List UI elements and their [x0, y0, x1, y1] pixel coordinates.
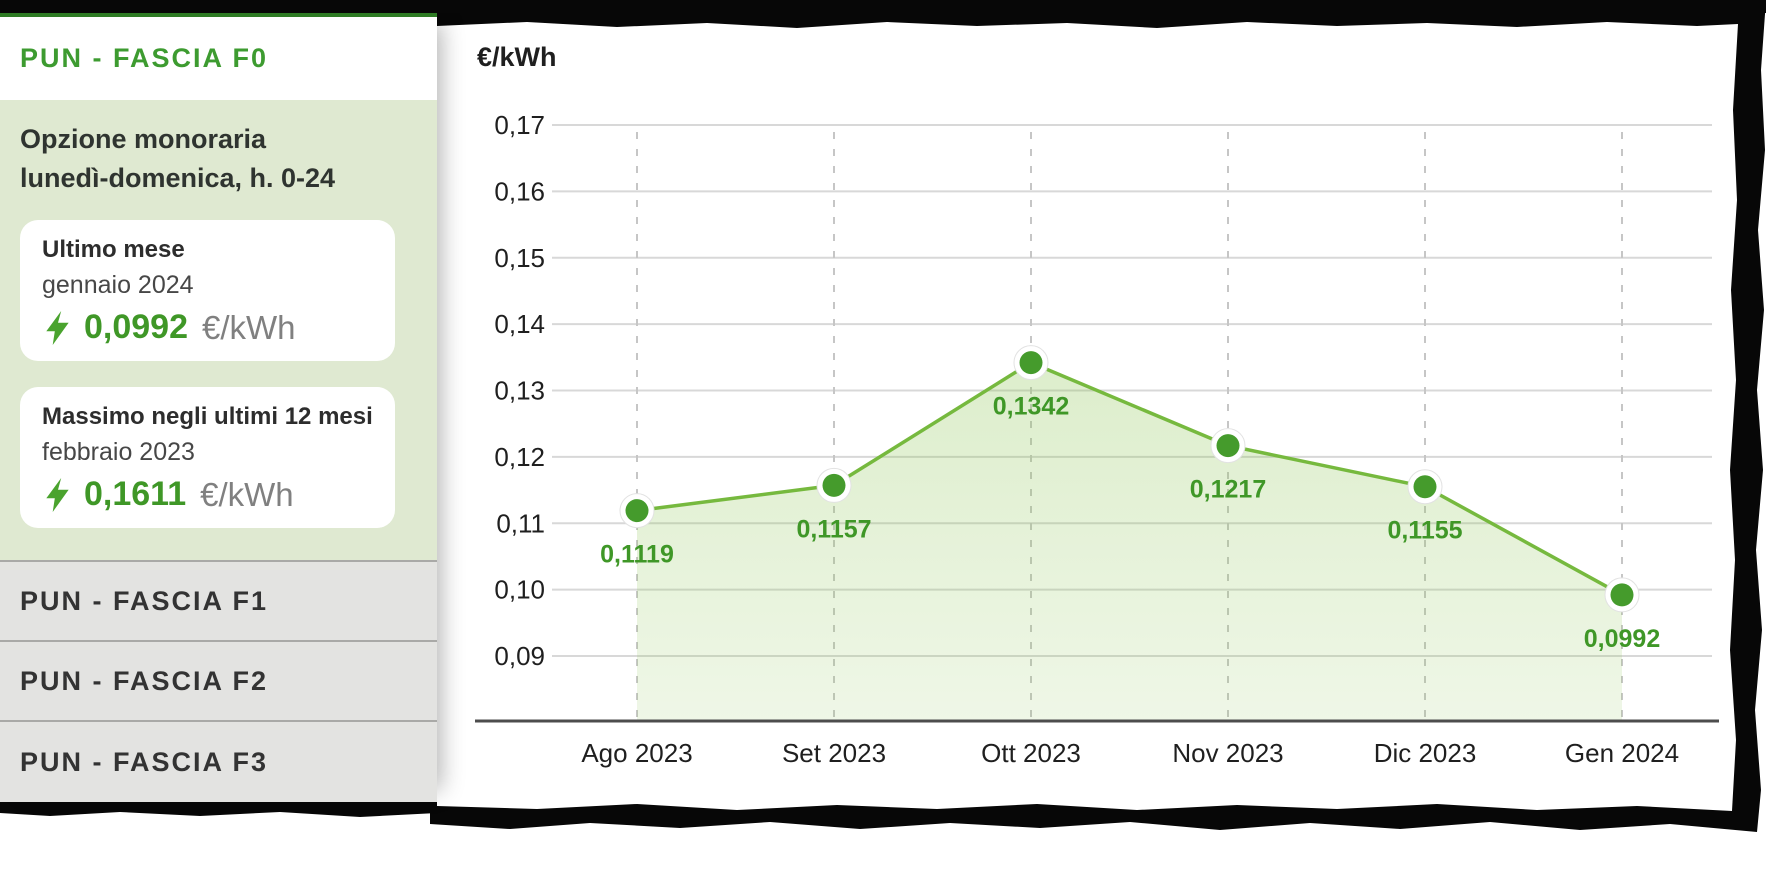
sidebar-item-label: PUN - FASCIA F1 — [20, 585, 269, 616]
option-heading: Opzione monoraria lunedì-domenica, h. 0-… — [20, 120, 417, 198]
sidebar-item-label: PUN - FASCIA F0 — [20, 43, 269, 73]
torn-border-top — [0, 0, 1766, 13]
lightning-icon — [46, 310, 69, 345]
svg-text:0,17: 0,17 — [494, 110, 545, 140]
card-title: Massimo negli ultimi 12 mesi — [42, 403, 373, 430]
sidebar-item-pun-f0[interactable]: PUN - FASCIA F0 — [0, 17, 437, 100]
sidebar: PUN - FASCIA F0 Opzione monoraria lunedì… — [0, 13, 437, 802]
lightning-icon — [46, 477, 69, 512]
torn-border-bottom — [0, 799, 437, 817]
card-title: Ultimo mese — [42, 236, 185, 263]
svg-text:0,14: 0,14 — [494, 309, 545, 339]
sidebar-item-pun-f2[interactable]: PUN - FASCIA F2 — [0, 642, 437, 722]
sidebar-collapsed-list: PUN - FASCIA F1 PUN - FASCIA F2 PUN - FA… — [0, 560, 437, 802]
svg-text:Ott 2023: Ott 2023 — [981, 738, 1081, 768]
svg-text:Ago 2023: Ago 2023 — [581, 738, 692, 768]
chart-panel: €/kWh 0,17 0,16 0,15 0,14 0,13 0,12 0,11 0,10 0,… — [437, 22, 1738, 811]
sidebar-accent-line — [0, 13, 437, 17]
sidebar-item-label: PUN - FASCIA F2 — [20, 665, 269, 696]
svg-text:0,0992: 0,0992 — [1584, 625, 1660, 653]
svg-text:Gen 2024: Gen 2024 — [1565, 738, 1679, 768]
svg-text:0,11: 0,11 — [496, 508, 545, 538]
svg-text:0,1217: 0,1217 — [1190, 476, 1266, 504]
svg-text:0,12: 0,12 — [494, 442, 545, 472]
option-heading-line1: Opzione monoraria — [20, 124, 267, 154]
svg-text:0,1342: 0,1342 — [993, 393, 1069, 421]
svg-text:0,16: 0,16 — [494, 176, 545, 206]
card-subtitle: febbraio 2023 — [42, 438, 195, 466]
svg-text:Set 2023: Set 2023 — [782, 738, 886, 768]
svg-text:0,13: 0,13 — [494, 376, 545, 406]
chart-unit-label: €/kWh — [477, 42, 557, 72]
svg-text:0,1119: 0,1119 — [600, 541, 674, 569]
sidebar-item-label: PUN - FASCIA F3 — [20, 746, 269, 777]
price-chart: 0,17 0,16 0,15 0,14 0,13 0,12 0,11 0,10 0,09 Ago … — [475, 110, 1719, 768]
sidebar-item-pun-f1[interactable]: PUN - FASCIA F1 — [0, 562, 437, 642]
option-heading-line2: lunedì-domenica, h. 0-24 — [20, 163, 336, 193]
fascia-f0-panel: Opzione monoraria lunedì-domenica, h. 0-… — [0, 100, 437, 560]
card-value: 0,1611 — [84, 475, 187, 513]
sidebar-item-pun-f3[interactable]: PUN - FASCIA F3 — [0, 722, 437, 802]
card-unit: €/kWh — [200, 475, 294, 513]
svg-text:0,10: 0,10 — [494, 575, 545, 605]
svg-text:0,09: 0,09 — [494, 641, 545, 671]
svg-text:Dic 2023: Dic 2023 — [1374, 738, 1477, 768]
svg-text:0,15: 0,15 — [494, 243, 545, 273]
svg-text:0,1155: 0,1155 — [1387, 517, 1462, 545]
card-value: 0,0992 — [84, 308, 188, 346]
svg-text:Nov 2023: Nov 2023 — [1172, 738, 1283, 768]
max-12-months-card: Massimo negli ultimi 12 mesi febbraio 20… — [20, 387, 395, 528]
card-subtitle: gennaio 2024 — [42, 271, 194, 299]
last-month-card: Ultimo mese gennaio 2024 0,0992 €/kWh — [20, 220, 395, 361]
svg-text:0,1157: 0,1157 — [796, 515, 871, 543]
card-unit: €/kWh — [202, 308, 296, 346]
